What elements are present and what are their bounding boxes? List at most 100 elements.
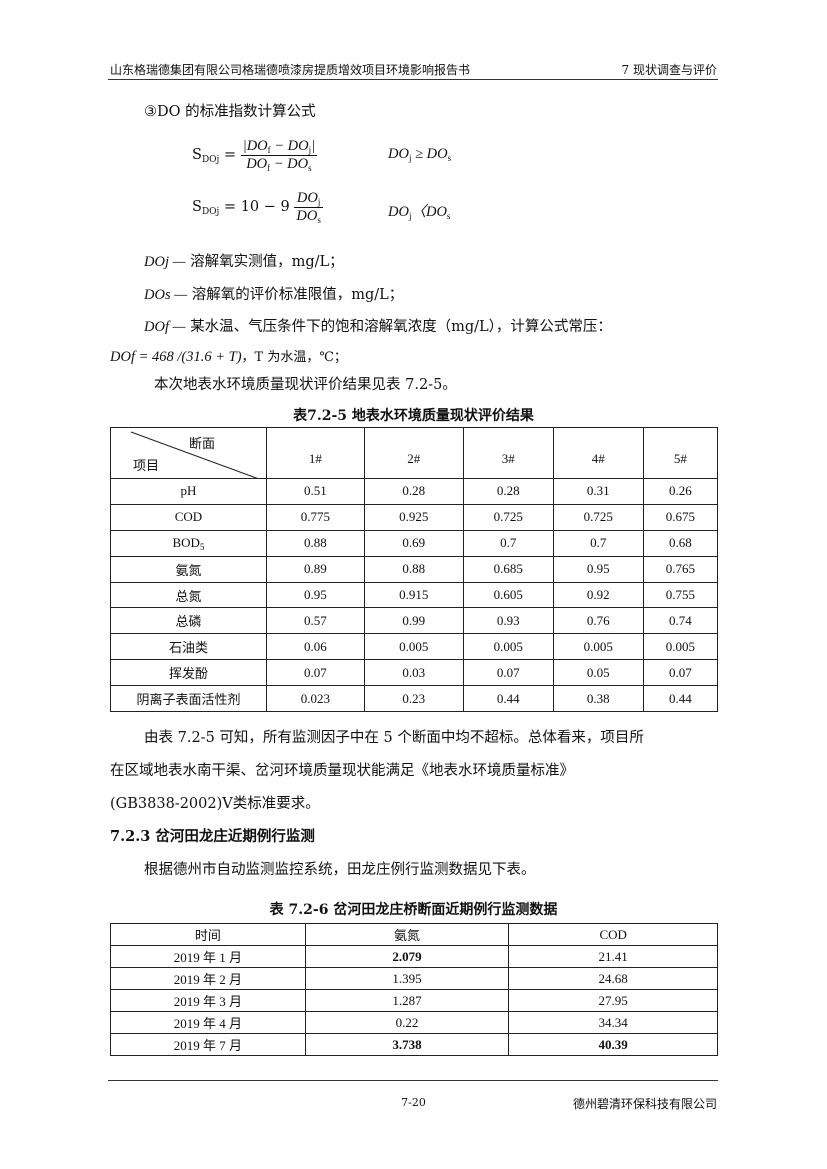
cod-cell: 24.68 [508, 967, 718, 990]
column-header: 氨氮 [304, 923, 510, 946]
subsection-heading: 7.2.3 岔河田龙庄近期例行监测 [110, 828, 315, 845]
table-row: COD 0.775 0.925 0.725 0.725 0.675 [110, 503, 719, 531]
definition-dos: DOs — 溶解氧的评价标准限值，mg/L； [144, 287, 404, 303]
table-row: 2019 年 3 月 1.287 27.95 [110, 989, 718, 1012]
table-row: 阴离子表面活性剂 0.023 0.23 0.44 0.38 0.44 [110, 685, 719, 713]
table-cell: 0.725 [552, 503, 644, 531]
header-chapter: 7 现状调查与评价 [621, 63, 717, 77]
table-cell: 0.89 [265, 555, 365, 583]
dof-formula: DOf = 468 /(31.6 + T)，T 为水温，℃； [110, 349, 347, 365]
ammonia-cell: 1.395 [304, 967, 510, 990]
table-cell: 0.44 [462, 685, 554, 713]
header-title: 山东格瑞德集团有限公司格瑞德喷漆房提质增效项目环境影响报告书 [110, 63, 471, 77]
table-cell: 0.06 [265, 633, 365, 661]
column-header: 时间 [110, 923, 306, 946]
table-cell: 0.93 [462, 607, 554, 635]
formula-1-condition: DOj ≥ DOs [388, 146, 452, 163]
table-cell: 0.03 [363, 659, 464, 687]
table-row: 总磷 0.57 0.99 0.93 0.76 0.74 [110, 607, 719, 635]
table-row: 石油类 0.06 0.005 0.005 0.005 0.005 [110, 633, 719, 661]
table-cell: 0.88 [363, 555, 464, 583]
corner-top-label: 断面 [189, 436, 216, 451]
table-cell: 0.765 [642, 555, 719, 583]
table-cell: 0.07 [462, 659, 554, 687]
table-cell: 0.31 [552, 478, 644, 505]
column-header: 3# [462, 427, 554, 479]
table-cell: 0.005 [363, 633, 464, 661]
table-header-row: 时间 氨氮 COD [110, 923, 718, 946]
table-cell: 0.57 [265, 607, 365, 635]
table-cell: 0.685 [462, 555, 554, 583]
table1-caption: 表7.2-5 地表水环境质量现状评价结果 [293, 408, 534, 424]
table-row: 氨氮 0.89 0.88 0.685 0.95 0.765 [110, 555, 719, 583]
definition-dof: DOf — 某水温、气压条件下的饱和溶解氧浓度（mg/L），计算公式常压： [144, 319, 612, 335]
time-cell: 2019 年 4 月 [110, 1011, 306, 1034]
table-cell: 0.76 [552, 607, 644, 635]
table-cell: 0.95 [265, 581, 365, 609]
ammonia-cell: 2.079 [304, 945, 510, 968]
table-cell: 0.725 [462, 503, 554, 531]
row-item: 石油类 [110, 633, 267, 661]
table2-caption: 表 7.2-6 岔河田龙庄桥断面近期例行监测数据 [269, 902, 558, 918]
table-cell: 0.28 [363, 478, 464, 505]
cod-cell: 40.39 [508, 1033, 718, 1056]
page-number: 7-20 [401, 1096, 426, 1109]
time-cell: 2019 年 2 月 [110, 967, 306, 990]
table-row: pH 0.51 0.28 0.28 0.31 0.26 [110, 478, 719, 505]
table-cell: 0.74 [642, 607, 719, 635]
time-cell: 2019 年 1 月 [110, 945, 306, 968]
table-row: 2019 年 2 月 1.395 24.68 [110, 967, 718, 990]
table-cell: 0.775 [265, 503, 365, 531]
table-cell: 0.69 [363, 529, 464, 557]
table-cell: 0.605 [462, 581, 554, 609]
ammonia-cell: 1.287 [304, 989, 510, 1012]
conclusion-line-3: (GB3838-2002)Ⅴ类标准要求。 [110, 796, 320, 812]
diagonal-line [130, 431, 260, 479]
row-item: BOD5 [110, 529, 267, 557]
footer-rule [108, 1080, 718, 1081]
row-item: 总磷 [110, 607, 267, 635]
table-cell: 0.005 [462, 633, 554, 661]
table-cell: 0.68 [642, 529, 719, 557]
time-cell: 2019 年 3 月 [110, 989, 306, 1012]
column-header: 5# [642, 427, 719, 479]
ammonia-cell: 0.22 [304, 1011, 510, 1034]
formula-2-condition: DOj〈DOs [388, 204, 451, 221]
table-cell: 0.28 [462, 478, 554, 505]
table-cell: 0.755 [642, 581, 719, 609]
table-cell: 0.07 [642, 659, 719, 687]
ammonia-cell: 3.738 [304, 1033, 510, 1056]
cod-cell: 34.34 [508, 1011, 718, 1034]
table-cell: 0.925 [363, 503, 464, 531]
corner-cell: 断面 项目 [110, 427, 267, 479]
intro-text: 本次地表水环境质量现状评价结果见表 7.2-5。 [154, 377, 457, 393]
table-cell: 0.44 [642, 685, 719, 713]
cod-cell: 21.41 [508, 945, 718, 968]
conclusion-line-2: 在区域地表水南干渠、岔河环境质量现状能满足《地表水环境质量标准》 [110, 763, 574, 779]
time-cell: 2019 年 7 月 [110, 1033, 306, 1056]
table-cell: 0.95 [552, 555, 644, 583]
table-cell: 0.23 [363, 685, 464, 713]
table-row: 挥发酚 0.07 0.03 0.07 0.05 0.07 [110, 659, 719, 687]
table-cell: 0.7 [552, 529, 644, 557]
table-cell: 0.07 [265, 659, 365, 687]
row-item: COD [110, 503, 267, 531]
table-cell: 0.26 [642, 478, 719, 505]
table-cell: 0.675 [642, 503, 719, 531]
table-row: 2019 年 1 月 2.079 21.41 [110, 945, 718, 968]
table-row: BOD5 0.88 0.69 0.7 0.7 0.68 [110, 529, 719, 557]
table-cell: 0.51 [265, 478, 365, 505]
table-header-row: 断面 项目 1# 2# 3# 4# 5# [110, 427, 719, 479]
table-cell: 0.005 [552, 633, 644, 661]
table-cell: 0.99 [363, 607, 464, 635]
section-heading: ③DO 的标准指数计算公式 [144, 104, 316, 120]
definition-doj: DOj — 溶解氧实测值，mg/L； [144, 254, 344, 270]
row-item: 氨氮 [110, 555, 267, 583]
row-item: pH [110, 478, 267, 505]
formula-1: SDOj = |DOf − DOj| DOf − DOs [192, 138, 318, 173]
table-cell: 0.915 [363, 581, 464, 609]
conclusion-line-1: 由表 7.2-5 可知，所有监测因子中在 5 个断面中均不超标。总体看来，项目所 [144, 730, 644, 746]
row-item: 阴离子表面活性剂 [110, 685, 267, 713]
table-cell: 0.05 [552, 659, 644, 687]
evaluation-table: 断面 项目 1# 2# 3# 4# 5# pH 0.51 0.28 0.28 0.31 0.26 COD 0… [110, 427, 719, 713]
